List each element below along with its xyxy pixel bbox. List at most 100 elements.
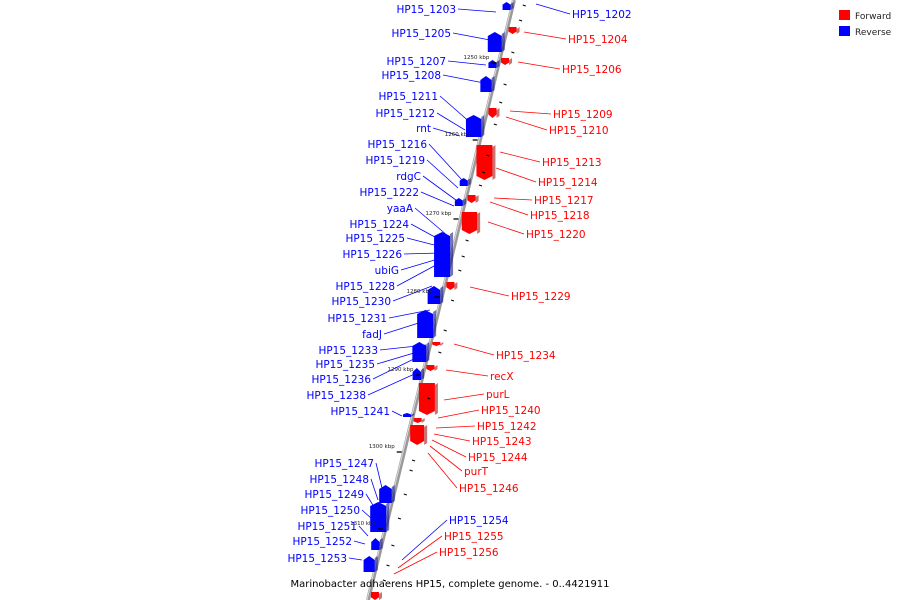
forward-gene-block [418, 383, 435, 415]
forward-gene-label: HP15_1246 [459, 483, 519, 495]
reverse-gene-label: HP15_1248 [309, 474, 369, 486]
right-gene-labels: HP15_1202 HP15_1204 HP15_1206 HP15_1209 HP15… [439, 9, 632, 559]
minor-tick [443, 329, 447, 332]
reverse-leader-line [428, 143, 463, 181]
reverse-leader-line [348, 557, 363, 561]
forward-leader-line [437, 409, 480, 419]
forward-gene-block [410, 425, 425, 445]
minor-tick [503, 83, 507, 86]
gene-block-shade [481, 115, 485, 137]
reverse-gene-block [412, 368, 421, 380]
reverse-gene-label: HP15_1238 [306, 390, 366, 402]
reverse-leader-line [353, 540, 366, 545]
reverse-gene-label: HP15_1251 [297, 521, 357, 533]
forward-leader-line [487, 221, 525, 235]
reverse-gene-label: HP15_1222 [359, 187, 419, 199]
reverse-leader-line [383, 319, 429, 335]
reverse-gene-label: rnt [416, 123, 431, 135]
reverse-gene-label: HP15_1207 [386, 56, 446, 68]
reverse-leader-line [432, 127, 461, 137]
reverse-gene-block [371, 538, 380, 550]
reverse-gene-label: yaaA [387, 203, 414, 215]
legend-forward-swatch [839, 10, 850, 20]
reverse-leader-line [436, 112, 466, 131]
minor-tick [426, 397, 431, 400]
reverse-gene-label: HP15_1253 [287, 553, 347, 565]
reverse-gene-label: HP15_1202 [572, 9, 632, 21]
reverse-leader-line [439, 95, 473, 125]
gene-block-shade [467, 178, 471, 186]
reverse-leader-line [375, 462, 383, 489]
forward-leader-line [489, 201, 529, 216]
forward-leader-line [397, 535, 443, 569]
forward-leader-line [443, 393, 485, 401]
reverse-leader-line [426, 159, 459, 189]
reverse-gene-label: rdgC [396, 171, 421, 183]
gene-block-shade [496, 108, 500, 118]
gene-block-shade [492, 145, 496, 180]
reverse-gene-block [488, 60, 497, 68]
reverse-leader-line [361, 509, 373, 520]
forward-gene-block [508, 27, 517, 34]
gene-block-shade [491, 76, 495, 92]
forward-leader-line [445, 369, 489, 377]
reverse-gene-label: HP15_1230 [331, 296, 391, 308]
gene-block-shade [420, 368, 424, 380]
reverse-leader-line [372, 354, 423, 380]
forward-gene-label: HP15_1213 [542, 157, 602, 169]
scale-ticks: 1250 kbp 1260 kbp 1270 kbp 1280 kbp 1290 kbp… [350, 4, 526, 582]
forward-gene-block [501, 58, 510, 65]
forward-gene-label: HP15_1234 [496, 350, 556, 362]
gene-blocks [363, 2, 520, 600]
forward-leader-line [517, 61, 561, 70]
reverse-gene-label: HP15_1203 [396, 4, 456, 16]
forward-gene-label: HP15_1255 [444, 531, 504, 543]
minor-tick [382, 579, 387, 582]
gene-block-shade [516, 27, 520, 34]
gene-block-shade [433, 310, 437, 338]
reverse-leader-line [420, 191, 455, 207]
reverse-gene-block [412, 342, 427, 362]
reverse-gene-label: HP15_1252 [292, 536, 352, 548]
reverse-gene-label: HP15_1254 [449, 515, 509, 527]
forward-gene-block [446, 282, 455, 290]
gene-block-shade [411, 413, 415, 417]
forward-gene-block [476, 145, 493, 180]
gene-block-shade [421, 418, 425, 423]
minor-tick [518, 19, 523, 22]
minor-tick [391, 544, 395, 547]
legend-forward-label: Forward [855, 12, 891, 22]
tick-label: 1300 kbp [369, 444, 395, 450]
forward-gene-label: recX [490, 371, 514, 383]
legend-reverse-swatch [839, 26, 850, 36]
minor-tick [411, 459, 416, 462]
forward-leader-line [499, 151, 541, 163]
gene-block-shade [509, 58, 513, 65]
forward-gene-block [432, 342, 441, 346]
reverse-gene-label: HP15_1212 [375, 108, 435, 120]
forward-leader-line [429, 445, 463, 472]
gene-block-shade [424, 425, 428, 445]
forward-gene-label: HP15_1229 [511, 291, 571, 303]
minor-tick [493, 123, 497, 126]
gene-block-shade [374, 556, 378, 572]
tick-label: 1290 kbp [388, 367, 414, 373]
forward-gene-label: HP15_1204 [568, 34, 628, 46]
forward-leader-line [509, 110, 552, 115]
tick-label: 1310 kbp [350, 521, 376, 527]
reverse-gene-block [465, 115, 482, 137]
reverse-leader-line [391, 410, 403, 417]
reverse-gene-label: ubiG [375, 265, 399, 277]
gene-block-shade [386, 502, 390, 532]
reverse-leader-line [370, 478, 379, 501]
minor-tick [486, 154, 490, 157]
forward-leader-line [433, 433, 471, 442]
forward-leader-line [427, 452, 458, 489]
forward-leader-line [495, 167, 537, 183]
forward-gene-label: HP15_1214 [538, 177, 598, 189]
forward-gene-label: HP15_1209 [553, 109, 613, 121]
reverse-gene-block [403, 413, 412, 417]
forward-gene-label: HP15_1256 [439, 547, 499, 559]
minor-tick [499, 101, 503, 104]
reverse-gene-block [379, 485, 392, 503]
